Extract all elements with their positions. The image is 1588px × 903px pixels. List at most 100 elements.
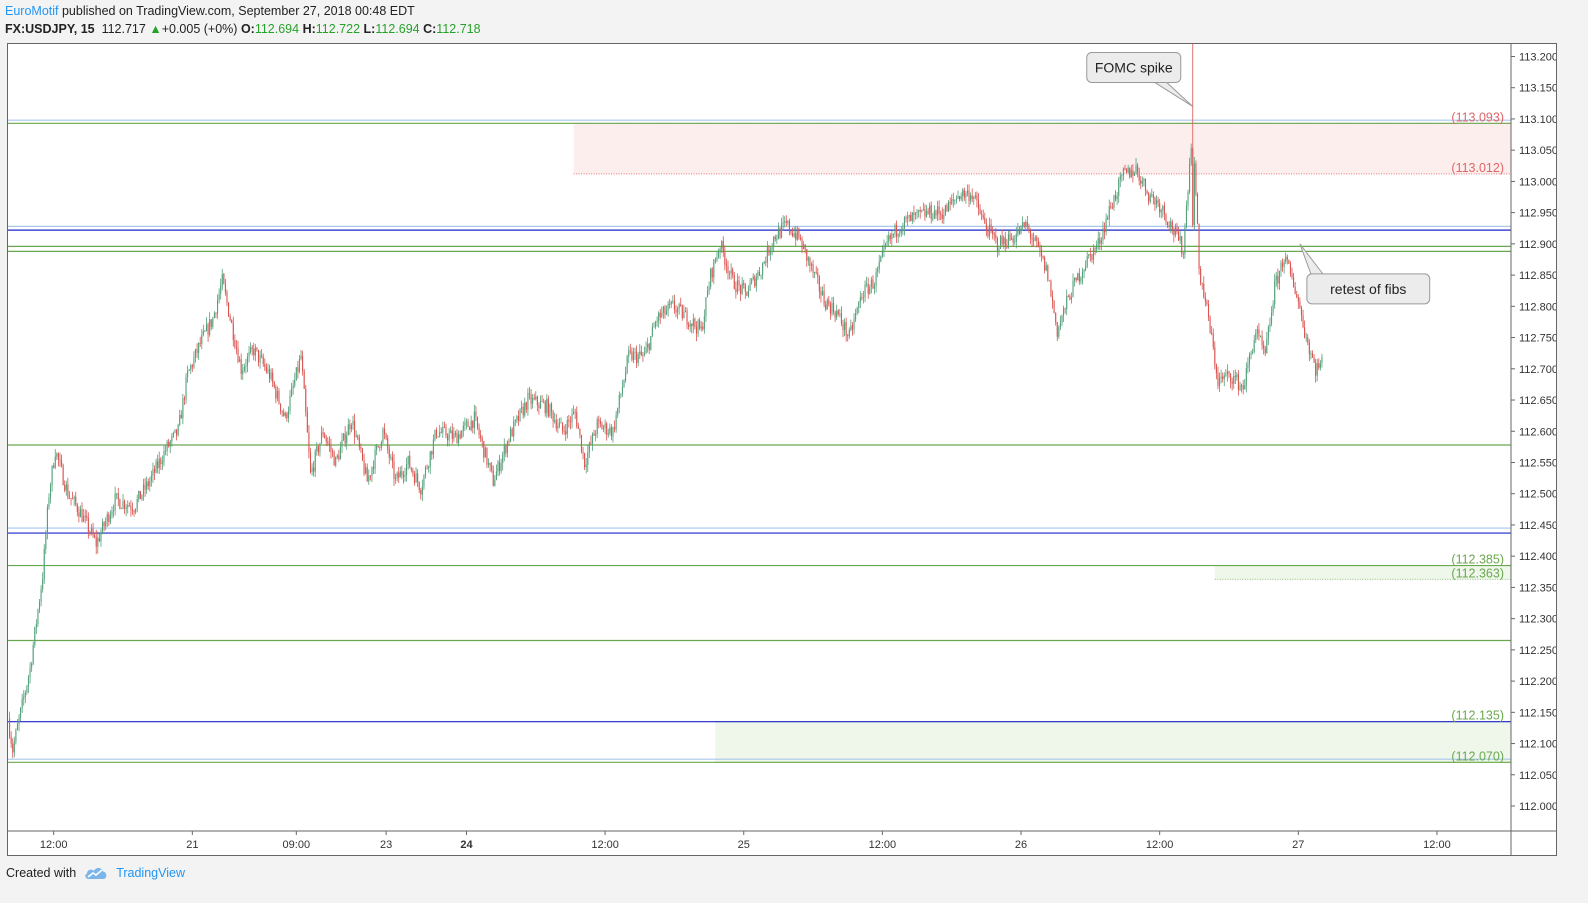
candle xyxy=(313,467,315,472)
candle xyxy=(966,190,969,194)
candle xyxy=(333,452,335,466)
candle xyxy=(261,355,263,357)
candle xyxy=(719,248,721,252)
candle xyxy=(1223,375,1225,379)
candle xyxy=(1113,195,1115,208)
candle xyxy=(1195,163,1197,194)
candle xyxy=(46,507,48,535)
candle xyxy=(458,434,460,444)
candle xyxy=(1259,336,1262,337)
candle xyxy=(918,209,920,212)
candle xyxy=(762,263,764,275)
author-link[interactable]: EuroMotif xyxy=(5,4,59,18)
candle xyxy=(188,369,190,371)
chart-frame[interactable]: 112.000 112.050 112.100 112.150 112.200 112.2… xyxy=(7,43,1557,856)
candle xyxy=(72,498,74,500)
candle xyxy=(1179,236,1181,241)
candle xyxy=(316,446,318,452)
candle xyxy=(1291,273,1293,278)
candle xyxy=(1297,297,1299,302)
candle xyxy=(588,442,590,453)
price-zone xyxy=(573,123,1511,174)
tradingview-cloud-icon[interactable] xyxy=(84,866,108,880)
publish-header: EuroMotif published on TradingView.com, … xyxy=(5,3,415,20)
candle xyxy=(979,208,981,215)
tradingview-link[interactable]: TradingView xyxy=(116,866,185,880)
candle xyxy=(246,356,249,366)
candle xyxy=(689,323,691,327)
candle xyxy=(248,352,250,357)
candle xyxy=(179,414,181,426)
candle xyxy=(625,372,627,381)
candle xyxy=(331,451,334,453)
y-tick-label: 112.850 xyxy=(1519,270,1556,282)
candle xyxy=(886,241,888,244)
candle xyxy=(1239,385,1241,390)
candle xyxy=(89,531,91,533)
x-tick-label: 25 xyxy=(738,839,750,851)
candle xyxy=(86,515,88,518)
candle xyxy=(387,438,389,450)
candle xyxy=(1300,307,1303,316)
candle xyxy=(256,347,258,350)
candle xyxy=(1091,254,1093,260)
candle xyxy=(977,200,980,209)
candle xyxy=(447,436,449,441)
candle xyxy=(483,441,485,458)
candle xyxy=(314,451,316,472)
candle xyxy=(511,429,513,437)
candle xyxy=(1099,238,1101,244)
candle xyxy=(1089,254,1091,255)
candle xyxy=(541,401,543,403)
candle xyxy=(955,198,957,200)
candle xyxy=(922,209,924,211)
candle xyxy=(510,429,512,442)
candle xyxy=(547,398,549,417)
candle xyxy=(538,405,540,409)
candle xyxy=(911,212,913,222)
candle xyxy=(951,199,953,204)
candle xyxy=(656,320,658,323)
candle xyxy=(1198,223,1200,269)
candle xyxy=(1094,248,1096,250)
candlestick-chart[interactable]: 112.000 112.050 112.100 112.150 112.200 112.2… xyxy=(8,44,1556,855)
candle xyxy=(722,241,724,253)
candle xyxy=(902,228,904,231)
candle xyxy=(796,228,798,240)
candle xyxy=(1204,297,1206,301)
candle xyxy=(647,343,649,348)
y-tick-label: 113.150 xyxy=(1519,83,1556,95)
candle xyxy=(18,717,20,725)
candle xyxy=(417,473,419,483)
candle xyxy=(565,431,567,435)
candle xyxy=(760,274,762,276)
candle xyxy=(965,193,967,198)
candle xyxy=(23,696,25,699)
candle xyxy=(382,428,384,443)
candle xyxy=(199,342,201,344)
candle xyxy=(935,210,937,216)
price-level-label: (112.385) xyxy=(1451,553,1504,567)
candle xyxy=(131,509,134,512)
candle xyxy=(37,609,39,625)
candle xyxy=(480,434,482,439)
x-tick-label: 24 xyxy=(460,839,473,851)
candle xyxy=(467,421,469,427)
candle xyxy=(164,450,167,452)
candle xyxy=(651,327,653,337)
candle xyxy=(486,447,488,465)
candle xyxy=(267,369,269,372)
candle xyxy=(809,257,811,266)
candle xyxy=(287,410,289,419)
candle xyxy=(875,271,877,286)
candle xyxy=(1305,337,1307,339)
candle xyxy=(815,272,817,274)
candle xyxy=(1026,222,1028,227)
candle xyxy=(1061,315,1063,323)
candle xyxy=(161,462,163,464)
candle xyxy=(795,233,797,240)
candle xyxy=(166,441,168,451)
candle xyxy=(461,430,463,439)
candle xyxy=(153,468,156,473)
open-label: O: xyxy=(240,22,255,36)
